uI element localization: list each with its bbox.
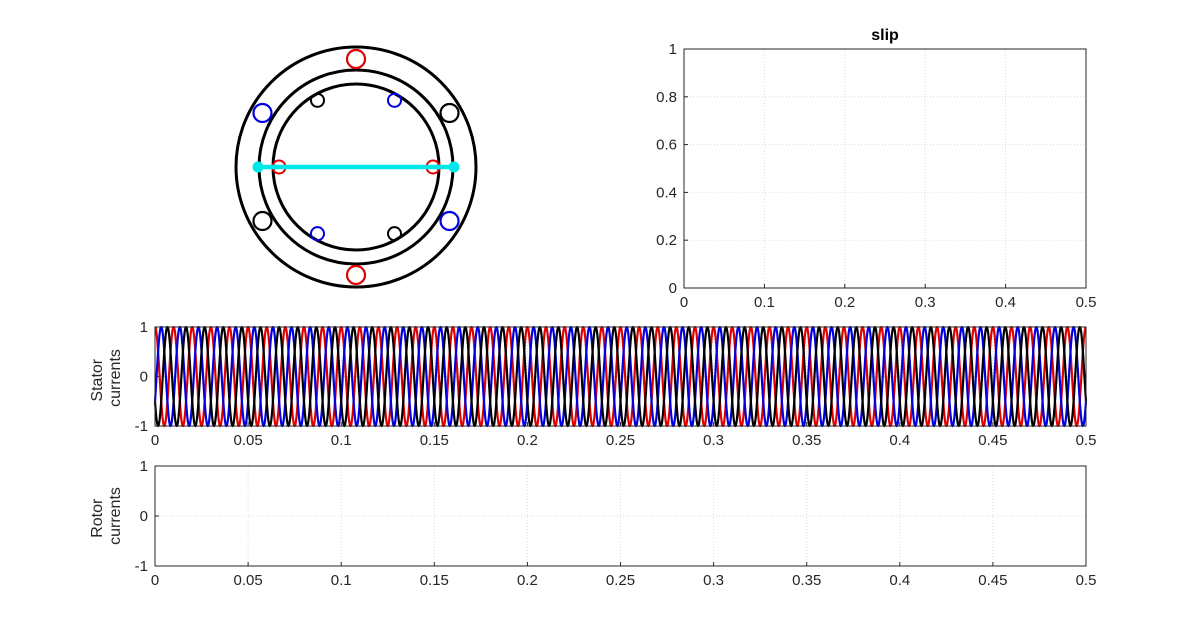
stator-conductor-c-5 (252, 210, 273, 232)
slip-xtick-label: 0.3 (915, 294, 936, 311)
rotor-xtick-label: 0.35 (792, 572, 821, 589)
slip-ytick-label: 0.6 (656, 137, 677, 154)
machine-diagram (234, 45, 478, 289)
slip-axes-frame (683, 48, 1087, 289)
rotor-xtick-label: 0.2 (517, 572, 538, 589)
stator-ylabel-line1: Stator (89, 358, 106, 401)
stator-xtick-label: 0 (151, 432, 159, 449)
rotor-xtick-label: 0 (151, 572, 159, 589)
slip-xtick-label: 0.5 (1076, 294, 1097, 311)
slip-ytick-label: 0.8 (656, 89, 677, 106)
slip-xtick-label: 0 (680, 294, 688, 311)
stator-xtick-label: 0.05 (233, 432, 262, 449)
stator-ytick-label: 0 (140, 369, 148, 386)
slip-ytick-label: 0.4 (656, 184, 677, 201)
rotor-axis-end-left (252, 161, 264, 173)
slip-chart: slip 0 0.1 0.2 0.3 0.4 0.5 0 0.2 0.4 0.6 0.8 1 (656, 27, 1096, 311)
rotor-xtick-label: 0.3 (703, 572, 724, 589)
stator-outer-ring (234, 45, 478, 289)
slip-ticks: 0 0.1 0.2 0.3 0.4 0.5 0 0.2 0.4 0.6 0.8 1 (656, 41, 1096, 311)
stator-xtick-label: 0.1 (331, 432, 352, 449)
stator-ylabel: Stator currents (89, 349, 124, 407)
slip-ytick-label: 0.2 (656, 232, 677, 249)
rotor-conductor-b-3 (310, 226, 325, 242)
stator-xtick-label: 0.35 (792, 432, 821, 449)
rotor-ytick-label: 0 (140, 508, 148, 525)
stator-conductor-b-2 (252, 102, 273, 124)
stator-ticks: 0 0.05 0.1 0.15 0.2 0.25 0.3 0.35 0.4 0.45 0.5-101 (135, 319, 1097, 449)
stator-conductor-a-0 (345, 48, 367, 70)
stator-conductor-b-3 (439, 210, 460, 232)
stator-xtick-label: 0.15 (420, 432, 449, 449)
rotor-axes-border (154, 465, 1087, 567)
rotor-xtick-label: 0.15 (420, 572, 449, 589)
stator-xtick-label: 0.2 (517, 432, 538, 449)
rotor-xtick-label: 0.4 (889, 572, 910, 589)
stator-ytick-label: -1 (135, 418, 148, 435)
stator-currents-chart: Stator currents 0 0.05 0.1 0.15 0.2 0.25 0.3 0.… (89, 319, 1096, 449)
slip-xtick-label: 0.2 (834, 294, 855, 311)
stator-grid (155, 327, 1086, 426)
rotor-ylabel: Rotor currents (89, 487, 124, 545)
rotor-xtick-label: 0.45 (978, 572, 1007, 589)
stator-ytick-label: 1 (140, 319, 148, 336)
rotor-ytick-label: -1 (135, 558, 148, 575)
rotor-ylabel-line1: Rotor (89, 498, 106, 538)
slip-ytick-label: 0 (669, 280, 677, 297)
stator-axes-border (154, 326, 1087, 427)
slip-ytick-label: 1 (669, 41, 677, 58)
rotor-ytick-label: 1 (140, 458, 148, 475)
rotor-xtick-label: 0.5 (1076, 572, 1097, 589)
rotor-conductor-c-4 (310, 92, 325, 108)
rotor-xtick-label: 0.25 (606, 572, 635, 589)
slip-xtick-label: 0.1 (754, 294, 775, 311)
rotor-axis-end-right (448, 161, 460, 173)
stator-ylabel-line2: currents (107, 349, 124, 407)
slip-grid (684, 49, 1086, 288)
slip-title: slip (871, 27, 899, 44)
rotor-conductor-c-5 (387, 226, 402, 242)
rotor-xtick-label: 0.1 (331, 572, 352, 589)
stator-xtick-label: 0.25 (606, 432, 635, 449)
stator-xtick-label: 0.3 (703, 432, 724, 449)
slip-axes-border (683, 48, 1087, 289)
rotor-grid (155, 466, 1086, 566)
stator-xtick-label: 0.45 (978, 432, 1007, 449)
rotor-conductor-b-2 (387, 92, 402, 108)
stator-xtick-label: 0.4 (889, 432, 910, 449)
rotor-ticks: 0 0.05 0.1 0.15 0.2 0.25 0.3 0.35 0.4 0.45 0.5-101 (135, 458, 1097, 589)
rotor-ylabel-line2: currents (107, 487, 124, 545)
stator-xtick-label: 0.5 (1076, 432, 1097, 449)
rotor-xtick-label: 0.05 (233, 572, 262, 589)
stator-conductor-a-1 (345, 264, 367, 286)
stator-conductor-c-4 (439, 102, 460, 124)
rotor-currents-chart: Rotor currents 0 0.05 0.1 0.15 0.2 0.25 0.3 0.3… (89, 458, 1096, 589)
slip-xtick-label: 0.4 (995, 294, 1016, 311)
